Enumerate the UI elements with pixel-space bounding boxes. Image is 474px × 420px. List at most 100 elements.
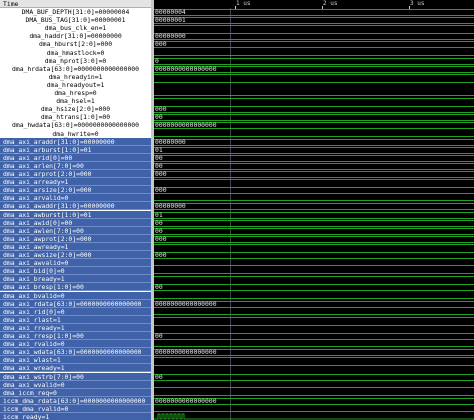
signal-waveform[interactable]: 00000001 — [154, 16, 474, 25]
signal-name-row[interactable]: dma_axi_awaddr[31:0]=00000000 — [0, 202, 151, 211]
waveform-panel[interactable]: 1 us 2 us 3 us 00000004 00000001 00000000 0… — [154, 0, 474, 420]
signal-waveform[interactable]: 0000000000000000 — [154, 121, 474, 130]
signal-waveform[interactable]: 000 — [154, 170, 474, 178]
signal-name-row[interactable]: dma_axi_awid[0]=00 — [0, 218, 151, 227]
signal-name-row[interactable]: dma_axi_awlen[7:0]=00 — [0, 226, 151, 235]
signal-waveform[interactable]: 0000000000000000 — [154, 300, 474, 308]
signal-name-row[interactable]: dma_axi_arid[0]=00 — [0, 153, 151, 162]
signal-name-row[interactable]: dma_axi_arprot[2:0]=000 — [0, 170, 151, 179]
signal-name-row[interactable]: dma_axi_rlast=1 — [0, 315, 151, 324]
signal-waveform[interactable]: 00 — [154, 227, 474, 235]
signal-waveform[interactable]: 000 — [154, 235, 474, 243]
signal-waveform[interactable] — [154, 81, 474, 89]
signal-name-row[interactable]: dma_hsel=1 — [56, 97, 95, 106]
time-column-header[interactable]: Time — [0, 0, 151, 8]
signal-name-row[interactable]: dma_axi_wlast=1 — [0, 356, 151, 365]
signal-waveform[interactable] — [154, 178, 474, 186]
signal-name-row[interactable]: iccm_dma_rdata[63:0]=0000000000000000 — [0, 396, 151, 405]
signal-waveform[interactable] — [154, 356, 474, 364]
signal-name-row[interactable]: dma_axi_awprot[2:0]=000 — [0, 234, 151, 243]
signal-waveform[interactable]: 0 — [154, 57, 474, 65]
signal-name-row[interactable]: DMA_BUF_DEPTH[31:0]=00000004 — [21, 8, 130, 16]
signal-waveform[interactable]: 00000000 — [154, 32, 474, 41]
signal-waveform[interactable]: 00 — [154, 283, 474, 292]
signal-name-row[interactable]: dma_axi_wvalid=0 — [0, 380, 151, 389]
signal-name-row[interactable]: dma_hreadyout=1 — [46, 80, 105, 89]
signal-waveform[interactable]: 00000000 — [154, 138, 474, 146]
signal-name-row[interactable]: dma_hmastlock=0 — [46, 48, 105, 57]
signal-name-row[interactable]: dma_axi_bvalid=0 — [0, 291, 151, 300]
signal-waveform[interactable] — [154, 259, 474, 267]
signal-waveform[interactable]: 0000000000000000 — [154, 65, 474, 73]
signal-name-row[interactable]: dma_hresp=0 — [54, 89, 97, 97]
signal-name-row[interactable]: dma_axi_wready=1 — [0, 364, 151, 373]
signal-waveform[interactable] — [154, 340, 474, 348]
signal-waveform[interactable] — [154, 308, 474, 316]
signal-waveform[interactable] — [154, 389, 474, 397]
signal-name-row[interactable]: dma_axi_arburst[1:0]=01 — [0, 145, 151, 154]
signal-name-row[interactable]: dma_axi_bid[0]=0 — [0, 267, 151, 276]
signal-waveform[interactable]: 01 — [154, 211, 474, 219]
signal-name-row[interactable]: dma_axi_awvalid=0 — [0, 259, 151, 268]
signal-name-row[interactable]: dma_hsize[2:0]=000 — [40, 105, 111, 114]
signal-waveform[interactable] — [154, 243, 474, 251]
signal-waveform[interactable] — [154, 97, 474, 105]
signal-waveform[interactable] — [154, 413, 474, 420]
pane-splitter[interactable] — [151, 0, 154, 420]
signal-waveform[interactable]: 00 — [154, 332, 474, 340]
signal-waveform[interactable]: 000 — [154, 186, 474, 195]
signal-waveform[interactable] — [154, 73, 474, 81]
signal-waveform[interactable]: 000 — [154, 40, 474, 49]
signal-waveform[interactable] — [154, 89, 474, 97]
signal-waveform[interactable] — [154, 381, 474, 389]
signal-waveform[interactable] — [154, 130, 474, 138]
signal-name-row[interactable]: iccm_ready=1 — [0, 413, 151, 420]
signal-waveform[interactable] — [154, 24, 474, 32]
signal-name-row[interactable]: dma_axi_bready=1 — [0, 275, 151, 284]
signal-name-row[interactable]: dma_axi_awburst[1:0]=01 — [0, 210, 151, 219]
signal-waveform[interactable] — [154, 292, 474, 300]
signal-name-row[interactable]: dma_bus_clk_en=1 — [44, 24, 107, 33]
signal-name-row[interactable]: dma_hwdata[63:0]=0000000000000000 — [12, 121, 139, 130]
signal-name-row[interactable]: dma_hwrite=0 — [52, 129, 99, 138]
signal-name-row[interactable]: dma_axi_arready=1 — [0, 178, 151, 187]
signal-name-row[interactable]: dma_axi_rdata[63:0]=0000000000000000 — [0, 299, 151, 308]
signal-name-row[interactable]: dma_hreadyin=1 — [48, 72, 103, 81]
signal-name-row[interactable]: dma_haddr[31:0]=00000000 — [29, 32, 122, 41]
signal-name-row[interactable]: dma_hburst[2:0]=000 — [38, 40, 113, 49]
signal-waveform[interactable]: 000 — [154, 105, 474, 114]
signal-name-row[interactable]: dma_axi_bresp[1:0]=00 — [0, 283, 151, 292]
signal-name-row[interactable]: dma_axi_awsize[2:0]=000 — [0, 251, 151, 260]
signal-waveform[interactable]: 01 — [154, 146, 474, 154]
time-cursor[interactable] — [230, 8, 231, 420]
signal-waveform[interactable]: 0000000000000000 — [154, 348, 474, 357]
signal-name-row[interactable]: dma_axi_arlen[7:0]=00 — [0, 161, 151, 170]
signal-waveform[interactable] — [154, 194, 474, 202]
signal-name-row[interactable]: dma_htrans[1:0]=00 — [40, 113, 111, 122]
signal-waveform[interactable]: 0000000000000000 — [154, 397, 474, 405]
signal-waveform[interactable] — [154, 267, 474, 275]
signal-waveform[interactable] — [154, 275, 474, 283]
signal-name-row[interactable]: dma_axi_rvalid=0 — [0, 340, 151, 349]
signal-waveform[interactable]: 00 — [154, 162, 474, 170]
signal-waveform[interactable] — [154, 405, 474, 413]
signal-name-row[interactable]: dma_axi_arvalid=0 — [0, 194, 151, 203]
signal-name-row[interactable]: dma_axi_araddr[31:0]=00000000 — [0, 137, 151, 146]
signal-waveform[interactable] — [154, 316, 474, 324]
signal-waveform[interactable] — [154, 324, 474, 332]
signal-waveform[interactable]: 00 — [154, 154, 474, 162]
signal-name-row[interactable]: dma_hrdata[63:0]=0000000000000000 — [12, 64, 139, 73]
signal-name-row[interactable]: iccm_dma_rvalid=0 — [0, 404, 151, 413]
signal-waveform[interactable] — [154, 364, 474, 372]
signal-name-row[interactable]: dma_iccm_req=0 — [0, 388, 151, 397]
signal-name-row[interactable]: dma_axi_rready=1 — [0, 323, 151, 332]
signal-name-row[interactable]: dma_axi_wdata[63:0]=0000000000000000 — [0, 348, 151, 357]
signal-waveform[interactable]: 000 — [154, 251, 474, 259]
signal-name-row[interactable]: dma_axi_wstrb[7:0]=00 — [0, 372, 151, 381]
signal-name-row[interactable]: DMA_BUS_TAG[31:0]=00000001 — [25, 16, 126, 25]
signal-waveform[interactable]: 00000000 — [154, 202, 474, 211]
signal-waveform[interactable]: 00 — [154, 113, 474, 122]
signal-waveform[interactable]: 00000004 — [154, 8, 474, 16]
signal-name-row[interactable]: dma_axi_awready=1 — [0, 242, 151, 251]
signal-name-row[interactable]: dma_axi_arsize[2:0]=000 — [0, 186, 151, 195]
